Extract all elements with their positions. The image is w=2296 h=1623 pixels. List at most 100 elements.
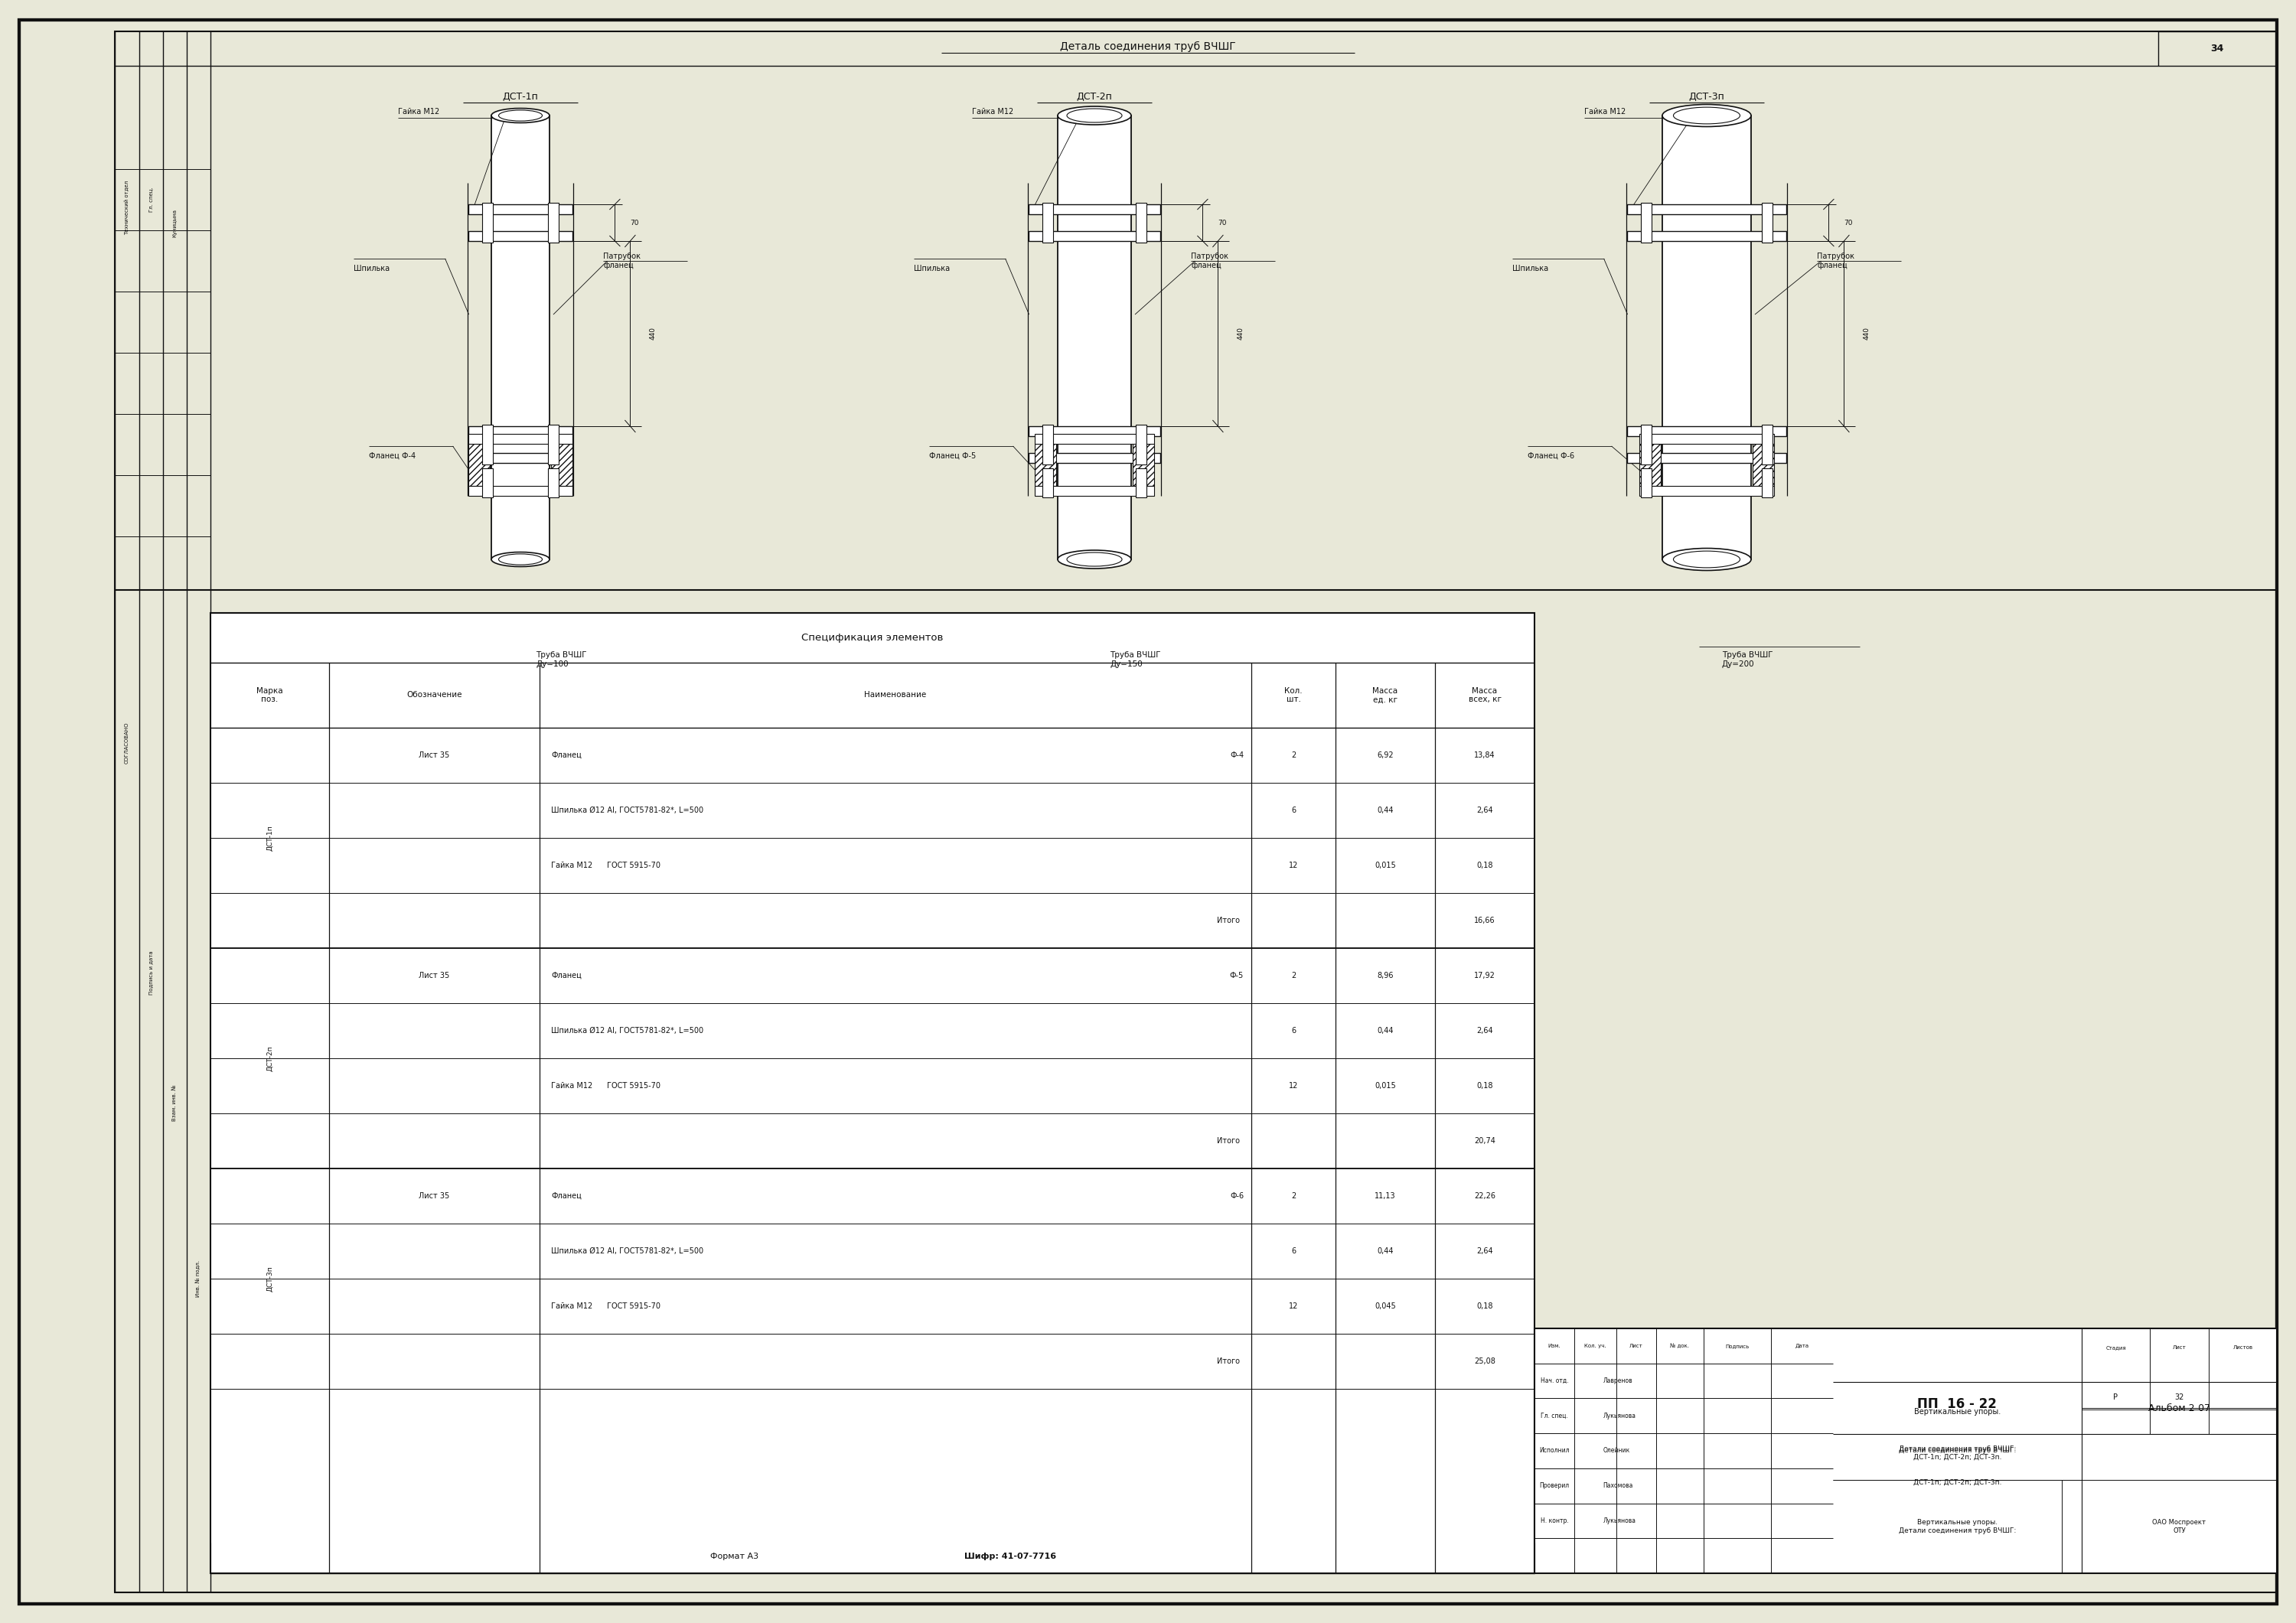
Text: Патрубок
фланец: Патрубок фланец xyxy=(1816,253,1855,269)
Text: 2,64: 2,64 xyxy=(1476,1248,1492,1255)
Bar xyxy=(1058,115,1132,560)
Text: Н. контр.: Н. контр. xyxy=(1541,1518,1568,1524)
Bar xyxy=(429,101,611,575)
Ellipse shape xyxy=(1058,550,1132,568)
Text: 0,44: 0,44 xyxy=(1378,1248,1394,1255)
Text: 6,92: 6,92 xyxy=(1378,751,1394,760)
Bar xyxy=(990,101,1199,575)
Text: Олейник: Олейник xyxy=(1603,1448,1630,1454)
Text: СОГЛАСОВАНО: СОГЛАСОВАНО xyxy=(124,722,129,764)
Text: 0,44: 0,44 xyxy=(1378,807,1394,815)
Text: Спецификация элементов: Спецификация элементов xyxy=(801,633,944,643)
Bar xyxy=(549,203,558,242)
Text: 12: 12 xyxy=(1288,1083,1297,1089)
Text: 2,64: 2,64 xyxy=(1476,1027,1492,1034)
Text: Патрубок
фланец: Патрубок фланец xyxy=(1192,253,1228,269)
Text: ДСТ-1п: ДСТ-1п xyxy=(266,824,273,850)
Text: Нач. отд.: Нач. отд. xyxy=(1541,1378,1568,1384)
Bar xyxy=(1029,427,1159,437)
Text: 0,015: 0,015 xyxy=(1375,862,1396,870)
Text: Деталь соединения труб ВЧШГ: Деталь соединения труб ВЧШГ xyxy=(1061,41,1235,52)
Text: 0,44: 0,44 xyxy=(1378,1027,1394,1034)
Bar xyxy=(482,203,494,242)
Bar xyxy=(1628,204,1786,214)
Ellipse shape xyxy=(1068,109,1123,122)
Text: 20,74: 20,74 xyxy=(1474,1138,1495,1144)
Text: Шпилька Ø12 AI, ГОСТ5781-82*, L=500: Шпилька Ø12 AI, ГОСТ5781-82*, L=500 xyxy=(551,807,703,815)
Bar xyxy=(1029,230,1159,242)
Bar xyxy=(1137,469,1146,497)
Bar xyxy=(1029,453,1159,463)
Text: Вертикальные упоры.: Вертикальные упоры. xyxy=(1915,1407,2000,1415)
Bar xyxy=(1761,469,1773,497)
Text: Гайка М12: Гайка М12 xyxy=(971,107,1013,115)
Bar xyxy=(1642,203,1651,242)
Bar xyxy=(1042,425,1054,464)
Text: 2: 2 xyxy=(1290,972,1295,979)
Bar xyxy=(1132,443,1155,485)
Text: Итого: Итого xyxy=(1217,1357,1240,1365)
Text: Детали соединения труб ВЧШГ:: Детали соединения труб ВЧШГ: xyxy=(1899,1448,2016,1454)
Bar xyxy=(1628,230,1786,242)
Text: 0,18: 0,18 xyxy=(1476,1302,1492,1310)
Text: 0,015: 0,015 xyxy=(1375,1083,1396,1089)
Text: Вертикальные упоры.
Детали соединения труб ВЧШГ:: Вертикальные упоры. Детали соединения тр… xyxy=(1899,1519,2016,1534)
Ellipse shape xyxy=(491,552,549,566)
Text: Лист 35: Лист 35 xyxy=(418,972,450,979)
Text: Подпись и дата: Подпись и дата xyxy=(149,951,154,995)
Text: Шпилька: Шпилька xyxy=(914,265,951,273)
Bar xyxy=(211,613,1534,1573)
Text: Масса
ед. кг: Масса ед. кг xyxy=(1373,687,1398,703)
Bar xyxy=(1761,425,1773,464)
Text: Ф-4: Ф-4 xyxy=(1231,751,1244,760)
Text: Инв. № подл.: Инв. № подл. xyxy=(195,1259,200,1297)
Bar xyxy=(1662,115,1752,560)
Text: Гл. спец.: Гл. спец. xyxy=(1541,1412,1568,1419)
Bar xyxy=(1042,469,1054,497)
Text: 25,08: 25,08 xyxy=(1474,1357,1495,1365)
Bar xyxy=(468,427,572,437)
Text: Шпилька: Шпилька xyxy=(354,265,390,273)
Text: ПП  16 - 22: ПП 16 - 22 xyxy=(1917,1397,1998,1410)
Bar xyxy=(1642,469,1651,497)
Text: Подпись: Подпись xyxy=(1724,1344,1750,1349)
Bar xyxy=(1137,425,1146,464)
Text: ДСТ-2п: ДСТ-2п xyxy=(1077,91,1111,101)
Bar xyxy=(468,485,572,497)
Text: 70: 70 xyxy=(1217,219,1226,226)
Bar xyxy=(1628,427,1786,437)
Bar xyxy=(482,469,494,497)
Ellipse shape xyxy=(498,110,542,122)
Bar xyxy=(1761,203,1773,242)
Bar xyxy=(491,115,549,560)
Text: Ф-6: Ф-6 xyxy=(1231,1193,1244,1199)
Text: Шпилька Ø12 AI, ГОСТ5781-82*, L=500: Шпилька Ø12 AI, ГОСТ5781-82*, L=500 xyxy=(551,1248,703,1255)
Text: 440: 440 xyxy=(650,328,657,341)
Text: Лавренов: Лавренов xyxy=(1603,1378,1632,1384)
Text: Фланец: Фланец xyxy=(551,751,581,760)
Bar xyxy=(482,425,494,464)
Ellipse shape xyxy=(1058,107,1132,125)
Text: Технический отдел: Технический отдел xyxy=(124,180,129,235)
Text: 13,84: 13,84 xyxy=(1474,751,1495,760)
Bar xyxy=(1029,204,1159,214)
Bar xyxy=(1035,443,1056,485)
Text: Труба ВЧШГ
Ду=150: Труба ВЧШГ Ду=150 xyxy=(1109,651,1162,667)
Text: Наименование: Наименование xyxy=(863,691,928,700)
Text: Кол.
шт.: Кол. шт. xyxy=(1283,687,1302,703)
Text: Шпилька Ø12 AI, ГОСТ5781-82*, L=500: Шпилька Ø12 AI, ГОСТ5781-82*, L=500 xyxy=(551,1027,703,1034)
Text: Формат А3: Формат А3 xyxy=(709,1553,760,1560)
Text: ДСТ-3п: ДСТ-3п xyxy=(1690,91,1724,101)
Text: Р: Р xyxy=(2112,1393,2117,1401)
Text: Кол. уч.: Кол. уч. xyxy=(1584,1344,1607,1349)
Text: 34: 34 xyxy=(2211,44,2225,54)
Text: Лист: Лист xyxy=(1630,1344,1644,1349)
Bar xyxy=(468,230,572,242)
Text: Листов: Листов xyxy=(2232,1345,2252,1350)
Ellipse shape xyxy=(1068,552,1123,566)
Text: Дата: Дата xyxy=(1795,1344,1809,1349)
Text: 12: 12 xyxy=(1288,862,1297,870)
Text: 11,13: 11,13 xyxy=(1375,1193,1396,1199)
Text: Гайка М12      ГОСТ 5915-70: Гайка М12 ГОСТ 5915-70 xyxy=(551,1302,661,1310)
Ellipse shape xyxy=(1662,549,1752,570)
